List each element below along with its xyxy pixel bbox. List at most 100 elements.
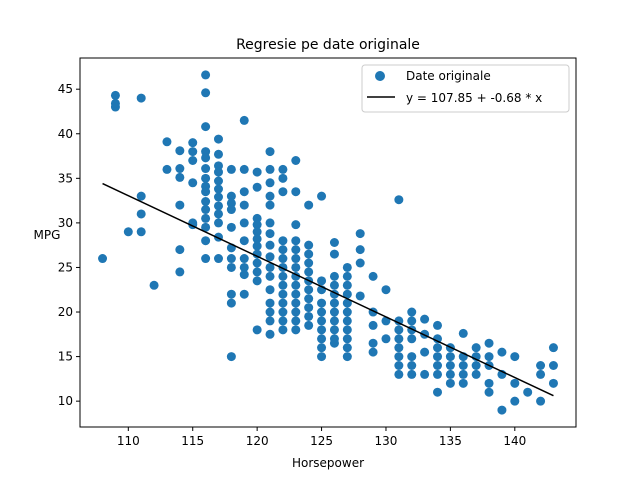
scatter-point xyxy=(175,146,185,156)
scatter-point xyxy=(445,369,455,379)
scatter-point xyxy=(226,289,236,299)
plot-frame xyxy=(79,57,577,428)
scatter-point xyxy=(317,334,327,344)
scatter-point xyxy=(291,280,301,290)
scatter-point xyxy=(213,167,223,177)
scatter-point xyxy=(548,378,558,388)
scatter-point xyxy=(291,316,301,326)
scatter-point xyxy=(201,197,211,206)
scatter-point xyxy=(329,338,339,348)
scatter-point xyxy=(304,311,314,321)
scatter-point xyxy=(304,267,314,277)
scatter-point xyxy=(394,369,404,379)
scatter-point xyxy=(265,164,275,174)
scatter-point xyxy=(239,200,249,210)
scatter-point xyxy=(239,115,249,125)
scatter-point xyxy=(213,201,223,211)
scatter-point xyxy=(368,320,378,330)
scatter-point xyxy=(291,245,301,255)
x-tick-label: 130 xyxy=(375,434,398,448)
plot-area xyxy=(98,70,558,415)
scatter-point xyxy=(265,298,275,308)
scatter-point xyxy=(265,178,275,188)
scatter-point xyxy=(536,369,546,379)
y-tick-label: 35 xyxy=(58,171,73,185)
scatter-point xyxy=(355,291,365,301)
scatter-point xyxy=(368,347,378,357)
scatter-point xyxy=(407,352,417,362)
scatter-point xyxy=(407,316,417,326)
y-tick-label: 25 xyxy=(58,260,73,274)
x-axis: 110 115 120 125 130 135 140 xyxy=(117,427,526,448)
scatter-point xyxy=(510,396,520,406)
y-tick-label: 40 xyxy=(58,127,73,141)
scatter-point xyxy=(291,156,301,165)
scatter-point xyxy=(497,405,507,415)
y-tick-label: 30 xyxy=(58,216,73,230)
scatter-point xyxy=(136,93,146,103)
scatter-point xyxy=(342,325,352,335)
legend-scatter-marker xyxy=(375,71,385,81)
scatter-point xyxy=(342,307,352,317)
scatter-point xyxy=(329,271,339,281)
scatter-point xyxy=(265,271,275,281)
scatter-point xyxy=(433,352,443,362)
scatter-point xyxy=(201,187,211,197)
scatter-point xyxy=(265,147,275,157)
scatter-point xyxy=(329,249,339,259)
scatter-point xyxy=(458,369,468,379)
scatter-point xyxy=(213,149,223,159)
scatter-point xyxy=(523,387,533,397)
scatter-point xyxy=(304,200,314,210)
scatter-point xyxy=(136,209,146,219)
scatter-point xyxy=(317,343,327,353)
scatter-point xyxy=(278,245,288,255)
scatter-point xyxy=(291,254,301,264)
scatter-point xyxy=(394,352,404,362)
scatter-point xyxy=(278,236,288,246)
scatter-point xyxy=(265,285,275,295)
scatter-point xyxy=(304,240,314,250)
scatter-point xyxy=(342,280,352,290)
scatter-point xyxy=(458,378,468,388)
scatter-point xyxy=(252,182,262,192)
scatter-point xyxy=(213,176,223,186)
scatter-point xyxy=(162,164,172,174)
scatter-point xyxy=(304,320,314,330)
scatter-point xyxy=(213,254,223,264)
scatter-point xyxy=(291,262,301,272)
scatter-point xyxy=(304,285,314,295)
scatter-point xyxy=(278,254,288,264)
scatter-point xyxy=(278,316,288,326)
scatter-point xyxy=(329,316,339,326)
scatter-point xyxy=(175,164,185,174)
x-tick-label: 140 xyxy=(503,434,526,448)
scatter-point xyxy=(420,347,430,357)
scatter-point xyxy=(433,343,443,353)
scatter-point xyxy=(239,262,249,272)
scatter-point xyxy=(265,191,275,201)
scatter-point xyxy=(265,307,275,317)
scatter-point xyxy=(317,316,327,326)
scatter-point xyxy=(342,343,352,353)
scatter-point xyxy=(407,334,417,344)
x-tick-label: 125 xyxy=(310,434,333,448)
scatter-point xyxy=(239,289,249,299)
scatter-point xyxy=(317,276,327,286)
x-tick-label: 110 xyxy=(117,434,140,448)
scatter-point xyxy=(226,222,236,232)
scatter-point xyxy=(394,343,404,353)
scatter-point xyxy=(484,338,494,348)
scatter-point xyxy=(252,267,262,277)
scatter-point xyxy=(433,320,443,330)
scatter-point xyxy=(304,294,314,304)
scatter-point xyxy=(265,200,275,210)
scatter-point xyxy=(175,245,185,255)
scatter-point xyxy=(394,325,404,335)
scatter-point xyxy=(355,229,365,239)
scatter-point xyxy=(98,254,108,264)
scatter-point xyxy=(265,262,275,272)
scatter-point xyxy=(226,205,236,215)
scatter-point xyxy=(201,164,211,174)
scatter-point xyxy=(188,156,198,165)
